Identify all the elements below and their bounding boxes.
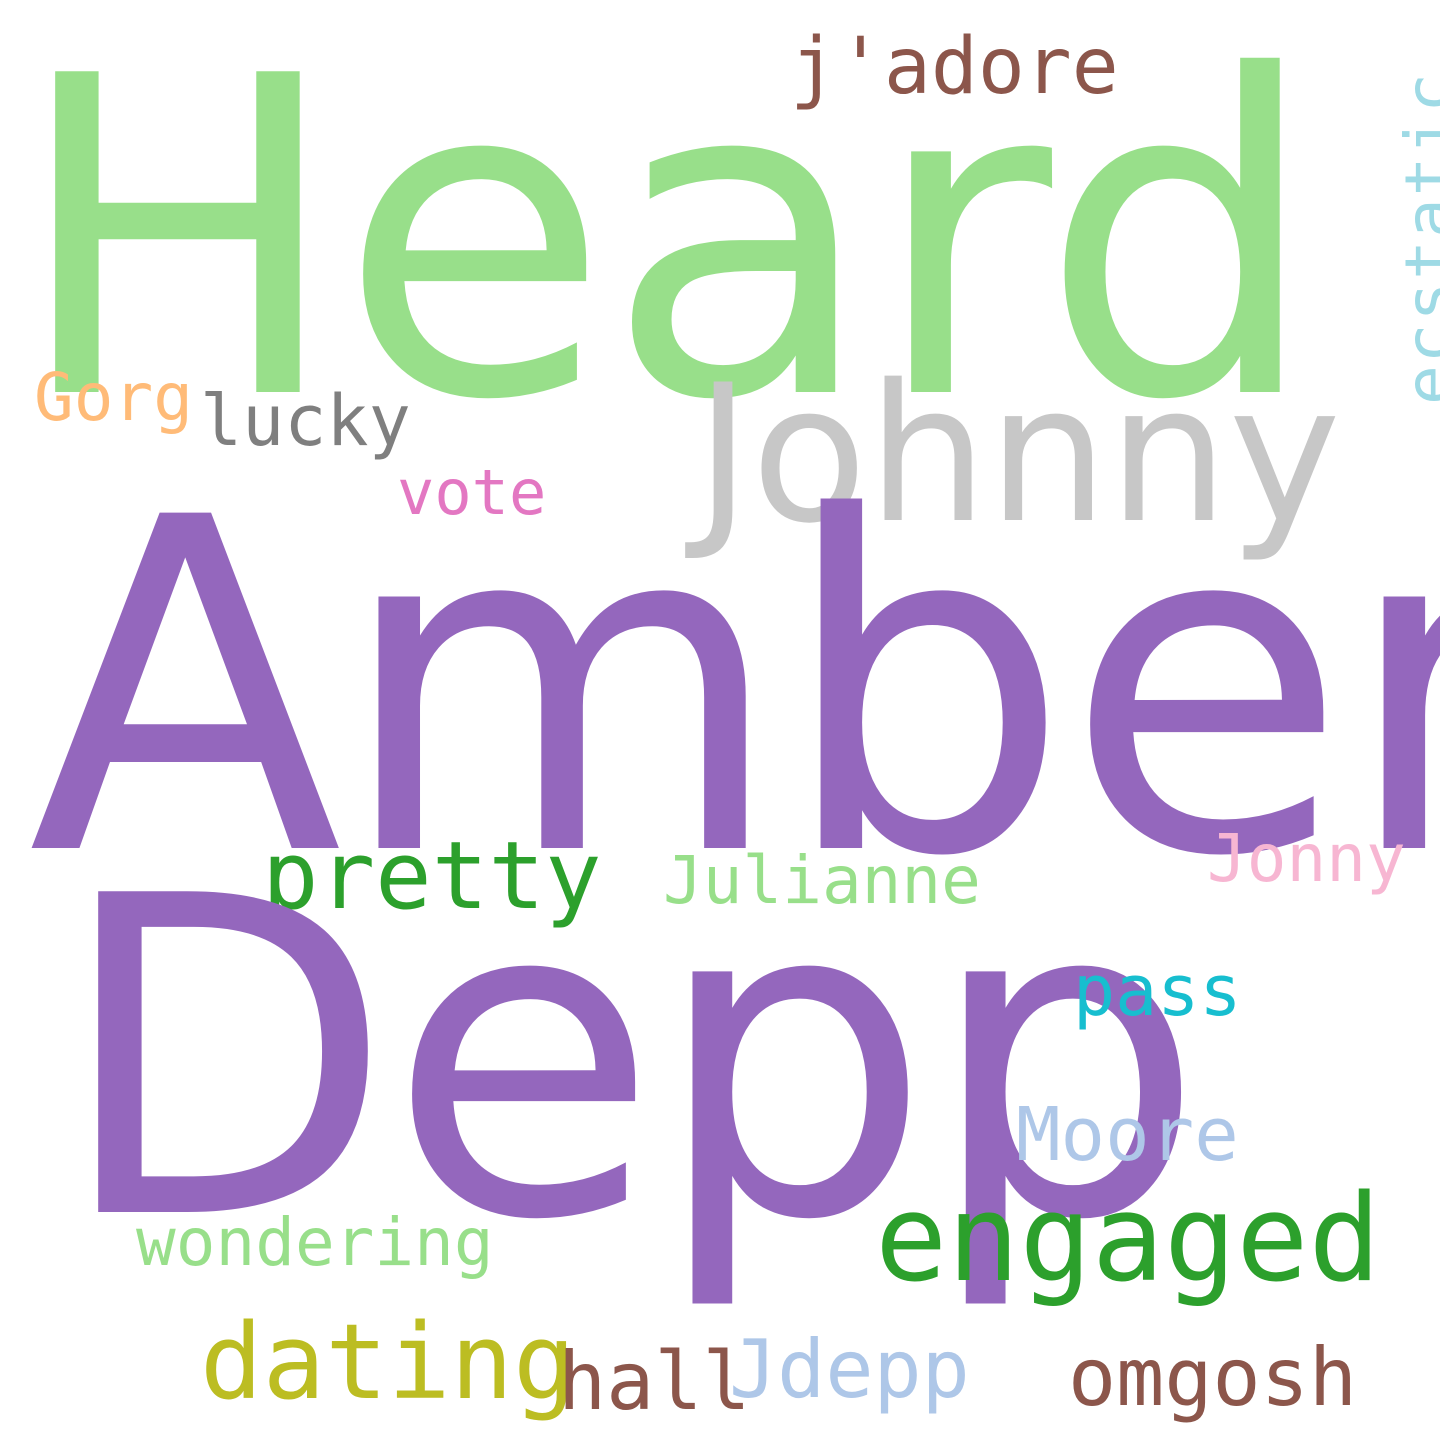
word-lucky: lucky — [200, 380, 411, 462]
word-jdepp: Jdepp — [729, 1323, 970, 1416]
word-amber: Amber — [28, 422, 1440, 957]
word-depp: Depp — [55, 804, 1205, 1316]
word-vote: vote — [397, 456, 547, 529]
word-jadore: j'adore — [790, 22, 1119, 112]
word-julianne: Julianne — [663, 842, 981, 919]
word-wondering: wondering — [136, 1204, 494, 1281]
word-pretty: pretty — [262, 822, 602, 931]
word-moore: Moore — [1016, 1092, 1239, 1178]
word-ecstatic: ecstatic — [1391, 71, 1440, 405]
word-engaged: engaged — [875, 1170, 1381, 1309]
word-jonny: Jonny — [1207, 820, 1406, 897]
word-heard: Heard — [12, 0, 1320, 496]
word-johnny: Johnny — [695, 344, 1341, 565]
word-pass: pass — [1073, 950, 1242, 1032]
word-hall: hall — [558, 1335, 751, 1428]
word-omgosh: omgosh — [1068, 1331, 1357, 1424]
word-dating: dating — [200, 1301, 576, 1423]
word-gorg: Gorg — [34, 359, 193, 436]
